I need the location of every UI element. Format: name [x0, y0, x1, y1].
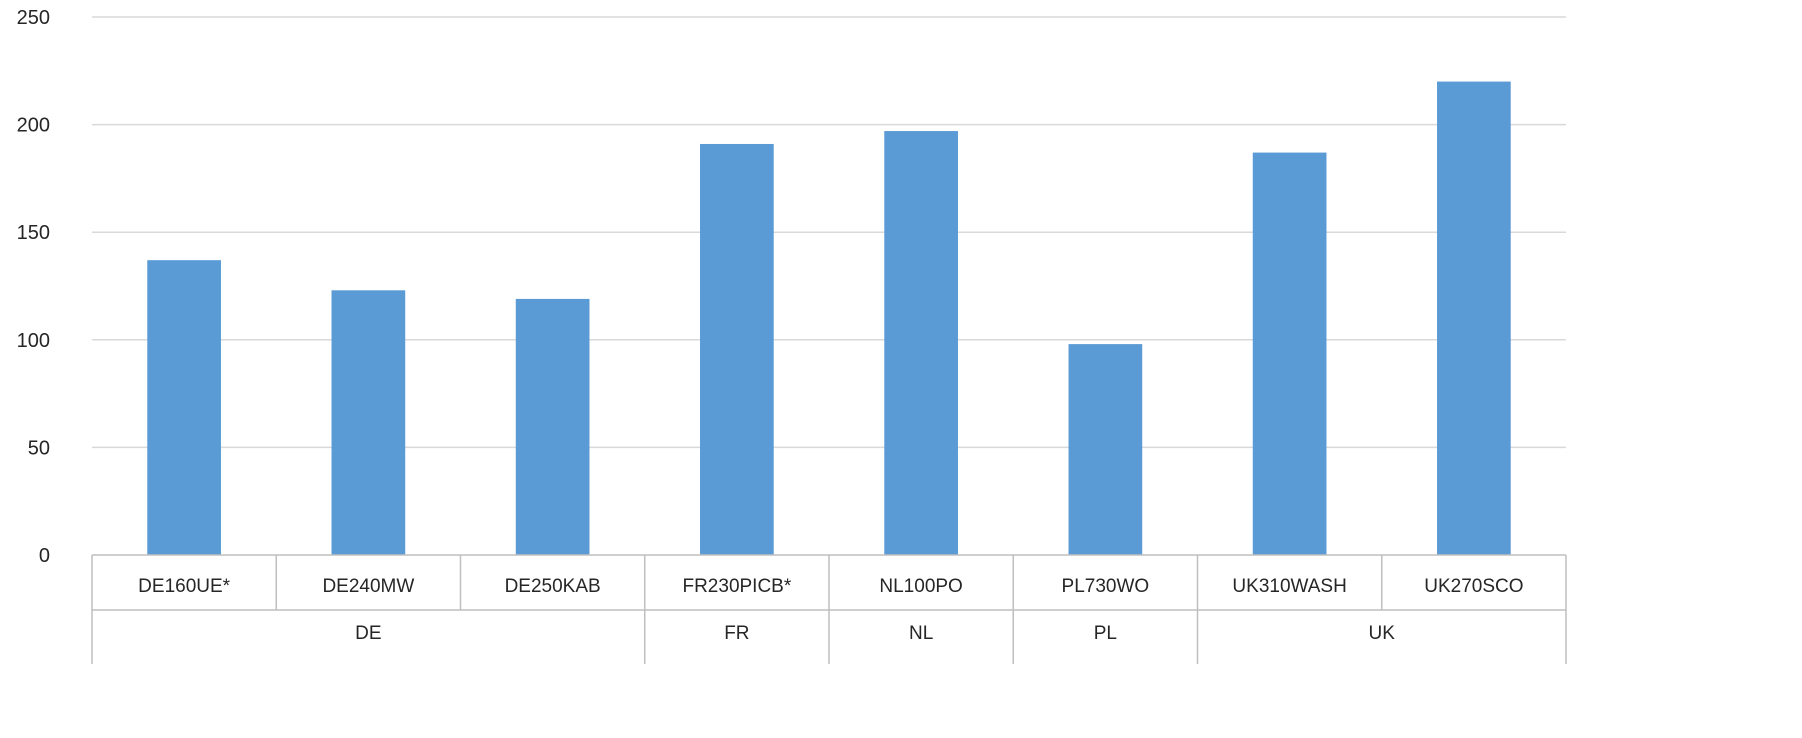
category-label: DE250KAB [505, 576, 601, 597]
group-label: PL [1094, 623, 1117, 644]
x-axis [91, 554, 1567, 664]
bars [147, 81, 1511, 556]
y-axis-tick-labels: 0 50 100 150 200 250 [17, 7, 50, 567]
category-label: DE160UE* [138, 576, 230, 597]
category-label: UK310WASH [1232, 576, 1346, 597]
x-axis-category-labels: DE160UE* DE240MW DE250KAB FR230PICB* NL100PO… [138, 576, 1523, 597]
group-label: UK [1369, 623, 1396, 644]
category-label: DE240MW [322, 576, 414, 597]
category-label: PL730WO [1062, 576, 1150, 597]
category-label: NL100PO [879, 576, 962, 597]
y-tick-label: 200 [17, 115, 50, 137]
y-tick-label: 50 [28, 437, 50, 459]
gridlines [92, 16, 1566, 449]
group-label: DE [355, 623, 381, 644]
bar-de250kab [515, 298, 590, 555]
bar-pl730wo [1068, 344, 1143, 555]
category-label: UK270SCO [1424, 576, 1523, 597]
bar-uk310wash [1252, 152, 1327, 556]
x-axis-group-labels: DE FR NL PL UK [355, 623, 1395, 644]
bar-de240mw [331, 290, 406, 555]
y-tick-label: 0 [39, 545, 50, 567]
category-label: FR230PICB* [682, 576, 791, 597]
y-tick-label: 150 [17, 222, 50, 244]
y-tick-label: 100 [17, 330, 50, 352]
group-label: FR [724, 623, 749, 644]
bar-uk270sco [1437, 81, 1511, 555]
bar-fr230picb [700, 143, 774, 555]
bar-de160ue [147, 260, 221, 555]
bar-nl100po [884, 131, 958, 555]
group-label: NL [909, 623, 933, 644]
y-tick-label: 250 [17, 7, 50, 29]
